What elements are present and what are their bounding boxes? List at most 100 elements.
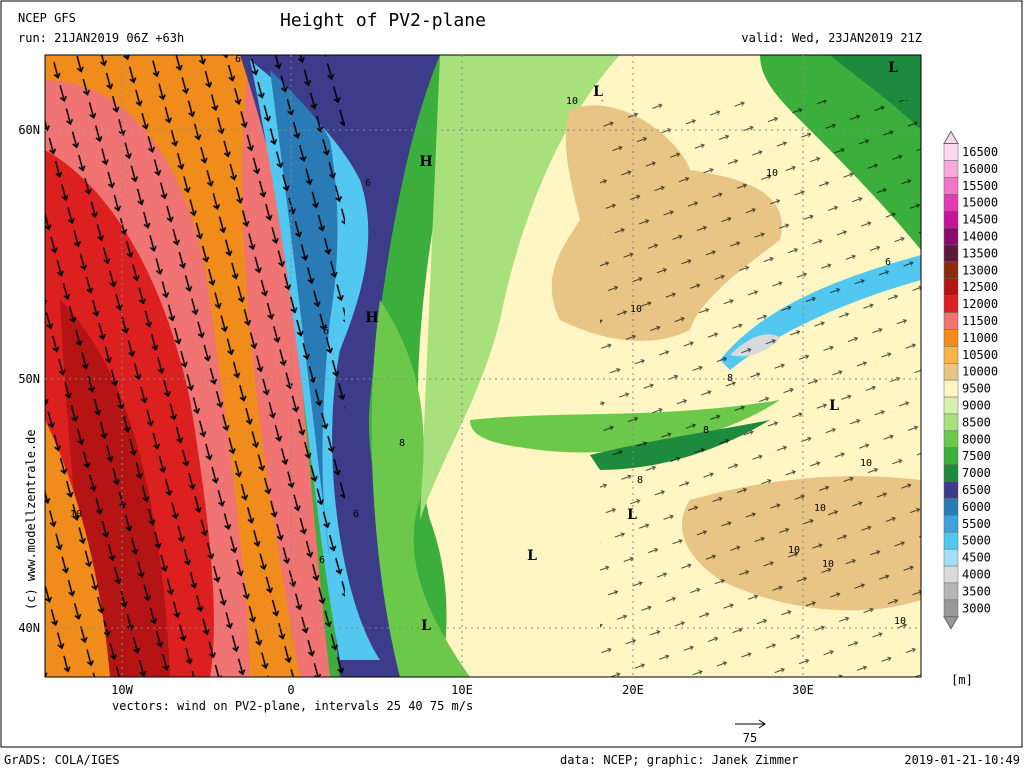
legend-swatch	[943, 379, 959, 398]
run: run: 21JAN2019 06Z +63h	[18, 31, 184, 45]
contour-label: 10	[630, 304, 642, 315]
contour-label: 6	[365, 178, 371, 189]
legend-swatch	[943, 565, 959, 584]
contour-label: 10	[860, 458, 872, 469]
contour-label: 10	[566, 96, 578, 107]
legend-label: 9500	[962, 382, 991, 396]
contour-label: 10	[814, 503, 826, 514]
legend-label: 9000	[962, 399, 991, 413]
legend-swatch	[943, 396, 959, 415]
legend-label: 7500	[962, 449, 991, 463]
legend-swatch	[943, 447, 959, 465]
legend-label: 12000	[962, 297, 998, 311]
contour-label: 10	[70, 509, 82, 520]
legend-swatch	[943, 227, 959, 246]
contour-label: 6	[235, 54, 241, 65]
legend-unit: [m]	[951, 673, 973, 687]
legend-swatch	[943, 194, 959, 212]
legend-label: 11000	[962, 331, 998, 345]
legend-swatch	[943, 363, 959, 381]
legend-label: 10000	[962, 365, 998, 379]
contour-label: 10	[822, 559, 834, 570]
legend-swatch	[943, 143, 959, 161]
legend-label: 15500	[962, 179, 998, 193]
legend-label: 10500	[962, 348, 998, 362]
lon-axis: 10W 0 10E 20E 30E	[111, 55, 814, 697]
legend-swatch	[943, 177, 959, 195]
legend-swatch	[943, 278, 959, 296]
map	[45, 55, 921, 677]
lon-label: 0	[287, 683, 294, 697]
legend-top-cap	[943, 130, 959, 145]
contour-label: 8	[399, 438, 405, 449]
legend-swatch	[943, 532, 959, 550]
legend-swatch	[943, 312, 959, 330]
credits: data: NCEP; graphic: Janek Zimmer	[560, 753, 798, 767]
pressure-label: L	[888, 60, 898, 76]
contour-label: 6	[885, 257, 891, 268]
lat-label: 60N	[18, 123, 40, 137]
pressure-label: H	[419, 154, 432, 170]
valid: valid: Wed, 23JAN2019 21Z	[741, 31, 922, 45]
lon-label: 10E	[451, 683, 473, 697]
legend-label: 3000	[962, 601, 991, 615]
legend-label: 13500	[962, 246, 998, 260]
ref-vector-head	[758, 719, 766, 729]
pressure-label: L	[527, 548, 537, 564]
legend-label: 8500	[962, 415, 991, 429]
legend-swatch	[943, 582, 959, 601]
legend-label: 14500	[962, 213, 998, 227]
legend-label: 3500	[962, 584, 991, 598]
ref-vector-label: 75	[743, 731, 757, 745]
legend-label: 4000	[962, 568, 991, 582]
legend: 16500 16000 15500 15000 14500 14000 13500 13000…	[943, 130, 998, 630]
lat-axis: 60N 50N 40N	[18, 123, 921, 635]
legend-swatch	[943, 160, 959, 178]
legend-bottom-cap	[943, 616, 959, 630]
contour-label: 6	[323, 326, 329, 337]
map-border	[44, 54, 922, 678]
legend-swatch	[943, 481, 959, 499]
legend-swatch	[943, 261, 959, 280]
contour-label: 6	[319, 555, 325, 566]
pressure-label: L	[421, 618, 431, 634]
lat-label: 50N	[18, 372, 40, 386]
legend-swatch	[943, 599, 959, 617]
lon-label: 10W	[111, 683, 133, 697]
legend-label: 14000	[962, 230, 998, 244]
contour-label: 8	[727, 373, 733, 384]
legend-swatch	[943, 548, 959, 567]
legend-swatch	[943, 430, 959, 449]
legend-swatch	[943, 498, 959, 516]
legend-swatch	[943, 464, 959, 482]
title: Height of PV2-plane	[280, 10, 486, 31]
vectors-note: vectors: wind on PV2-plane, intervals 25…	[112, 699, 473, 713]
legend-label: 6000	[962, 500, 991, 514]
pressure-label: L	[593, 84, 603, 100]
pressure-label: L	[829, 398, 839, 414]
map-labels: H H L L L L L L 6 10 10 6 6 10 6 8 8 8 8 10 10 10 10 6 6 10 10	[70, 54, 906, 634]
legend-label: 13000	[962, 263, 998, 277]
legend-swatch	[943, 413, 959, 432]
copyright: (c) www.modellzentrale.de	[24, 429, 38, 610]
contour-label: 8	[703, 425, 709, 436]
legend-label: 8000	[962, 432, 991, 446]
legend-label: 7000	[962, 466, 991, 480]
pressure-label: H	[365, 310, 378, 326]
legend-label: 11500	[962, 314, 998, 328]
lon-label: 30E	[792, 683, 814, 697]
model: NCEP GFS	[18, 11, 76, 25]
software: GrADS: COLA/IGES	[4, 753, 120, 767]
legend-swatch	[943, 515, 959, 533]
legend-label: 5500	[962, 517, 991, 531]
contour-label: 10	[766, 168, 778, 179]
legend-label: 6500	[962, 483, 991, 497]
legend-swatch	[943, 210, 959, 229]
lon-label: 20E	[622, 683, 644, 697]
legend-label: 4500	[962, 551, 991, 565]
contour-label: 10	[788, 545, 800, 556]
pressure-label: L	[627, 507, 637, 523]
legend-label: 16000	[962, 162, 998, 176]
legend-label: 16500	[962, 145, 998, 159]
